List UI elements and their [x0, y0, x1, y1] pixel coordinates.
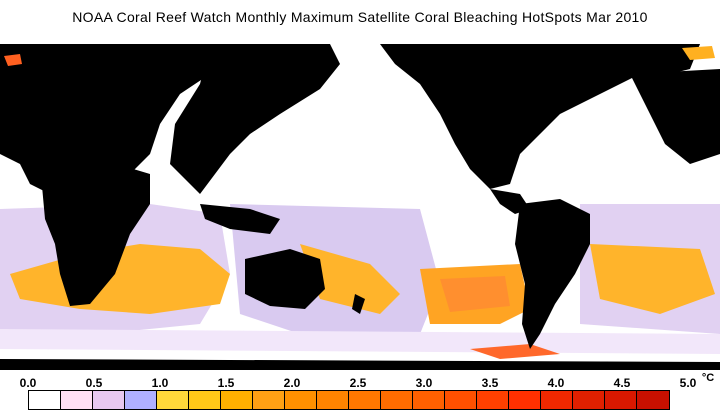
- hotspot-map: [0, 44, 720, 370]
- hotspot-australia-east: [300, 244, 400, 314]
- legend-tick: 2.5: [349, 376, 367, 390]
- legend-swatch: [413, 391, 445, 409]
- legend-swatch: [253, 391, 285, 409]
- legend-unit: °C: [701, 372, 715, 384]
- land-south-america: [515, 199, 590, 349]
- legend-swatch: [157, 391, 189, 409]
- legend-tick: 4.0: [547, 376, 565, 390]
- legend-swatch: [125, 391, 157, 409]
- legend-swatch: [189, 391, 221, 409]
- legend-swatch: [637, 391, 669, 409]
- land-eurasia-west: [0, 44, 210, 194]
- legend-swatch: [29, 391, 61, 409]
- hotspot-arctic-warm-east: [682, 46, 715, 60]
- legend-tick: 1.0: [151, 376, 169, 390]
- legend-swatch: [605, 391, 637, 409]
- legend-tick: 4.5: [613, 376, 631, 390]
- land-new-zealand: [352, 294, 365, 314]
- legend-tick: 2.0: [283, 376, 301, 390]
- land-masses: [0, 44, 720, 370]
- legend-swatch: [509, 391, 541, 409]
- hotspot-south-pacific-core: [440, 276, 510, 312]
- legend-swatch: [317, 391, 349, 409]
- legend-swatch: [541, 391, 573, 409]
- legend-swatch: [445, 391, 477, 409]
- legend-tick: 0.0: [19, 376, 37, 390]
- legend-tick: 1.5: [217, 376, 235, 390]
- land-europe-east: [630, 69, 720, 164]
- legend-swatch: [573, 391, 605, 409]
- legend-swatch: [61, 391, 93, 409]
- hotspot-cape-horn: [470, 344, 560, 359]
- map-title: NOAA Coral Reef Watch Monthly Maximum Sa…: [72, 9, 648, 25]
- land-greenland: [560, 44, 700, 79]
- land-north-america: [380, 44, 640, 189]
- land-africa: [40, 162, 150, 306]
- legend-tick: 0.5: [85, 376, 103, 390]
- land-indonesia: [200, 204, 280, 234]
- legend-swatch: [221, 391, 253, 409]
- legend-swatch: [381, 391, 413, 409]
- legend-swatches: [28, 390, 670, 410]
- legend-tick: 3.5: [481, 376, 499, 390]
- legend-swatch: [93, 391, 125, 409]
- legend-tick: 3.0: [415, 376, 433, 390]
- legend-tick: 5.0: [679, 376, 697, 390]
- legend-swatch: [477, 391, 509, 409]
- color-legend: 0.0 0.5 1.0 1.5 2.0 2.5 3.0 3.5 4.0 4.5 …: [0, 372, 720, 411]
- hotspot-arctic-warm: [4, 54, 22, 66]
- land-asia: [170, 44, 340, 194]
- land-australia: [245, 249, 325, 309]
- hotspot-atlantic-warm: [590, 244, 715, 314]
- land-antarctica: [0, 359, 720, 370]
- legend-swatch: [285, 391, 317, 409]
- legend-swatch: [349, 391, 381, 409]
